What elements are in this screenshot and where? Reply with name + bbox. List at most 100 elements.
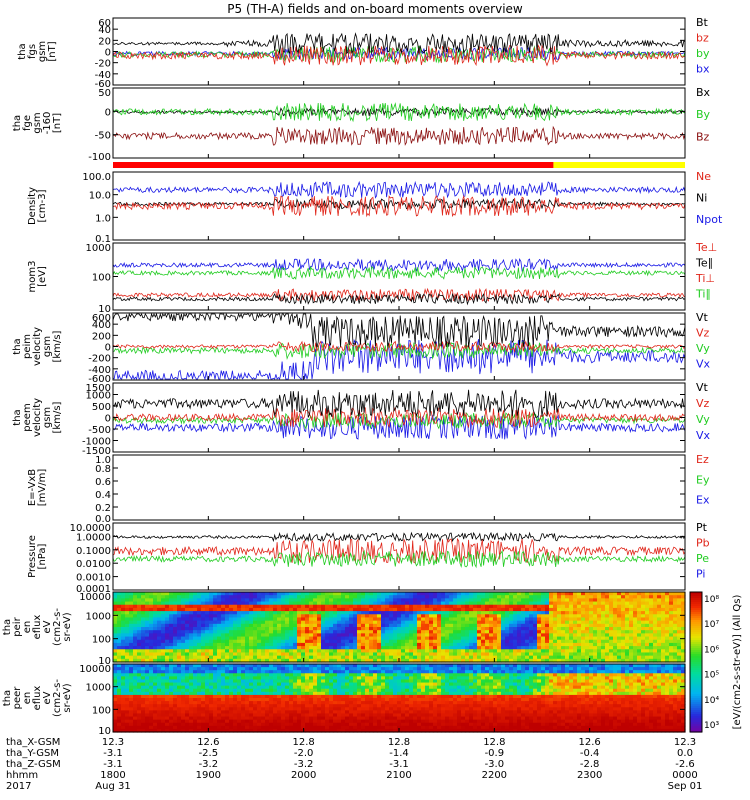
spec-cell [517,636,522,641]
spec-cell [441,679,446,684]
spec-cell [189,617,194,622]
spec-cell [441,713,446,718]
spec-cell [317,646,322,650]
spec-cell [609,630,614,634]
spec-cell [209,604,214,609]
spec-cell [401,655,406,660]
spec-cell [449,623,454,628]
spec-cell [337,704,342,708]
spec-cell [609,655,614,660]
spec-cell [325,627,330,631]
spec-cell [477,607,482,612]
spec-cell [457,646,462,650]
spec-cell [497,617,502,622]
spec-cell [605,617,610,622]
spec-cell [365,664,370,668]
spec-cell [573,614,578,619]
spec-cell [369,642,374,647]
spec-cell [217,604,222,609]
spec-cell [441,676,446,681]
spec-cell [617,601,622,606]
spec-cell [401,673,406,677]
spec-cell [593,630,598,634]
spec-cell [277,623,282,628]
spec-cell [361,725,366,730]
spec-cell [201,716,206,721]
spec-cell [309,620,314,625]
spec-cell [429,673,434,677]
spec-cell [545,614,550,619]
spec-cell [321,633,326,638]
spec-cell [265,710,270,715]
spec-cell [469,598,474,603]
spec-cell [249,710,254,715]
spec-cell [169,719,174,724]
spec-cell [397,679,402,684]
spec-cell [629,633,634,638]
spec-cell [129,670,134,674]
spec-cell [525,611,530,615]
spec-cell [377,614,382,619]
spec-cell [545,630,550,634]
spec-cell [545,592,550,596]
spec-cell [397,691,402,696]
spec-cell [349,604,354,609]
spec-cell [233,652,238,657]
spec-cell [501,620,506,625]
spec-cell [525,601,530,606]
spec-cell [273,688,278,693]
spec-cell [657,642,662,647]
spec-cell [453,646,458,650]
spec-cell [501,658,506,663]
spec-cell [401,598,406,603]
spec-cell [393,728,398,733]
spec-cell [341,592,346,596]
spec-cell [485,639,490,644]
spec-cell [277,601,282,606]
spec-cell [637,649,642,654]
spec-cell [329,636,334,641]
spec-cell [121,658,126,663]
spec-cell [161,617,166,622]
spec-cell [165,719,170,724]
spec-cell [161,614,166,619]
spec-cell [389,698,394,702]
spec-cell [285,655,290,660]
spec-cell [517,646,522,650]
spec-cell [249,670,254,674]
spec-cell [285,716,290,721]
spec-cell [245,704,250,708]
spec-cell [413,707,418,711]
spec-cell [429,658,434,663]
spec-cell [249,694,254,699]
spec-cell [429,725,434,730]
spec-cell [669,633,674,638]
spec-cell [561,658,566,663]
spec-cell [625,598,630,603]
spec-cell [269,713,274,718]
spec-cell [605,630,610,634]
spec-cell [201,658,206,663]
spec-cell [329,679,334,684]
spec-cell [493,649,498,654]
spec-cell [397,707,402,711]
spec-cell [237,636,242,641]
spec-cell [669,598,674,603]
spec-cell [581,611,586,615]
spec-cell [297,601,302,606]
spec-cell [437,667,442,671]
spec-cell [649,630,654,634]
spec-cell [529,633,534,638]
spec-cell [645,649,650,654]
spec-cell [209,614,214,619]
spec-cell [269,698,274,702]
spec-cell [169,646,174,650]
spec-cell [145,685,150,690]
spec-cell [325,676,330,681]
spec-cell [329,639,334,644]
spec-cell [489,636,494,641]
spec-cell [573,636,578,641]
spec-cell [349,592,354,596]
spec-cell [549,633,554,638]
spec-cell [225,664,230,668]
